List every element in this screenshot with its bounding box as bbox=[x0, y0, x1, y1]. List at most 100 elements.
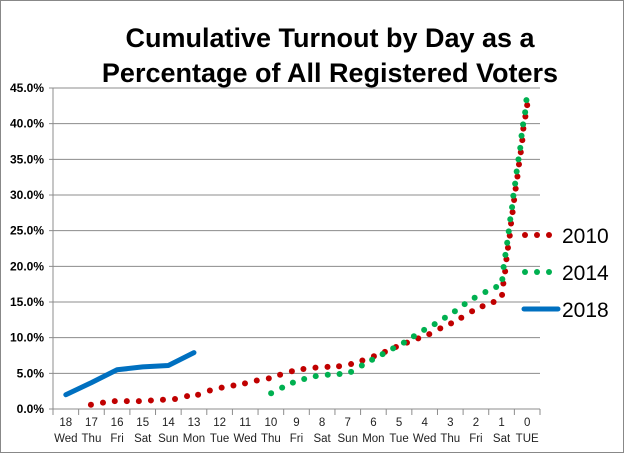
data-point bbox=[348, 361, 355, 368]
data-point bbox=[241, 380, 248, 387]
data-point bbox=[431, 321, 438, 328]
x-tick-weekday: Fri bbox=[110, 433, 123, 445]
data-point bbox=[147, 397, 154, 404]
x-tick-weekday: Sat bbox=[493, 433, 511, 445]
x-tick-day: 17 bbox=[85, 417, 98, 429]
x-tick-day: 2 bbox=[473, 417, 479, 429]
x-tick-weekday: Fri bbox=[290, 433, 303, 445]
x-tick-weekday: Tue bbox=[210, 433, 229, 445]
data-point bbox=[410, 333, 417, 340]
chart-title-line-2: Percentage of All Registered Voters bbox=[102, 58, 558, 88]
data-point bbox=[312, 364, 319, 371]
x-tick-day: 10 bbox=[264, 417, 277, 429]
data-point bbox=[505, 228, 512, 235]
chart-title-line-1: Cumulative Turnout by Day as a bbox=[125, 23, 535, 53]
data-point bbox=[479, 303, 486, 310]
x-tick-day: 9 bbox=[293, 417, 299, 429]
legend-dot-2014 bbox=[522, 269, 528, 275]
data-point bbox=[253, 377, 260, 384]
legend-dot-2014 bbox=[534, 269, 540, 275]
data-point bbox=[300, 366, 307, 373]
x-tick-day: 13 bbox=[188, 417, 201, 429]
data-point bbox=[502, 251, 509, 258]
x-tick-day: 12 bbox=[213, 417, 226, 429]
y-tick-label: 25.0% bbox=[10, 224, 44, 238]
data-point bbox=[524, 102, 531, 109]
data-point bbox=[426, 331, 433, 338]
data-point bbox=[500, 264, 507, 271]
data-point bbox=[135, 398, 142, 405]
data-point bbox=[123, 398, 130, 405]
data-point bbox=[324, 363, 331, 370]
data-point bbox=[359, 357, 366, 364]
x-tick-weekday: Fri bbox=[469, 433, 482, 445]
data-point bbox=[111, 398, 118, 405]
legend-dot-2010 bbox=[534, 232, 540, 238]
data-point bbox=[218, 384, 225, 391]
legend-label-2014: 2014 bbox=[562, 262, 609, 285]
legend-label-2018: 2018 bbox=[562, 299, 609, 322]
data-point bbox=[504, 244, 511, 251]
x-tick-day: 7 bbox=[345, 417, 351, 429]
data-point bbox=[265, 375, 272, 382]
series-2018 bbox=[63, 350, 197, 398]
data-point bbox=[288, 368, 295, 375]
data-point bbox=[523, 97, 530, 104]
x-tick-day: 11 bbox=[239, 417, 251, 429]
legend-dot-2014 bbox=[546, 269, 552, 275]
data-point bbox=[458, 314, 465, 321]
data-point bbox=[336, 371, 343, 378]
data-point bbox=[390, 345, 397, 352]
data-point bbox=[490, 299, 497, 305]
x-tick-day: 15 bbox=[136, 417, 149, 429]
x-tick-weekday: Wed bbox=[54, 433, 77, 445]
y-tick-label: 20.0% bbox=[10, 259, 44, 273]
data-point bbox=[461, 301, 468, 308]
data-point bbox=[195, 391, 202, 398]
y-tick-label: 45.0% bbox=[10, 81, 44, 95]
y-tick-label: 15.0% bbox=[10, 295, 44, 309]
y-tick-label: 30.0% bbox=[10, 188, 44, 202]
data-point bbox=[268, 390, 275, 397]
data-point bbox=[369, 356, 376, 363]
data-point bbox=[515, 161, 522, 168]
data-point bbox=[277, 371, 284, 378]
data-point bbox=[493, 284, 500, 291]
data-point bbox=[312, 373, 319, 380]
x-tick-weekday: Thu bbox=[440, 433, 460, 445]
x-tick-weekday: Wed bbox=[234, 433, 257, 445]
data-point bbox=[230, 382, 237, 389]
data-point bbox=[509, 204, 516, 211]
data-point bbox=[206, 387, 213, 394]
data-point bbox=[99, 399, 106, 406]
data-point bbox=[517, 144, 524, 151]
data-point bbox=[482, 289, 489, 296]
data-point bbox=[512, 185, 519, 192]
data-point bbox=[87, 401, 94, 408]
x-tick-day: 4 bbox=[421, 417, 428, 429]
y-tick-label: 10.0% bbox=[10, 331, 44, 345]
x-tick-day: 14 bbox=[162, 417, 175, 429]
data-point bbox=[499, 276, 506, 283]
data-point bbox=[515, 156, 522, 163]
x-tick-weekday: TUE bbox=[516, 433, 539, 445]
x-tick-day: 18 bbox=[59, 417, 72, 429]
series-2014 bbox=[268, 97, 530, 397]
data-point bbox=[159, 396, 166, 403]
x-tick-day: 16 bbox=[111, 417, 124, 429]
y-tick-label: 0.0% bbox=[17, 402, 45, 416]
x-tick-day: 1 bbox=[498, 417, 504, 429]
data-point bbox=[279, 384, 286, 391]
data-point bbox=[358, 362, 365, 369]
x-tick-weekday: Sun bbox=[338, 433, 358, 445]
data-point bbox=[448, 320, 455, 327]
x-tick-weekday: Mon bbox=[183, 433, 205, 445]
x-tick-day: 6 bbox=[370, 417, 376, 429]
x-tick-weekday: Sat bbox=[313, 433, 331, 445]
series-2010 bbox=[87, 102, 531, 408]
x-tick-weekday: Sun bbox=[158, 433, 178, 445]
data-point bbox=[437, 325, 444, 332]
series-line-2018 bbox=[63, 350, 197, 398]
data-point bbox=[421, 326, 428, 333]
